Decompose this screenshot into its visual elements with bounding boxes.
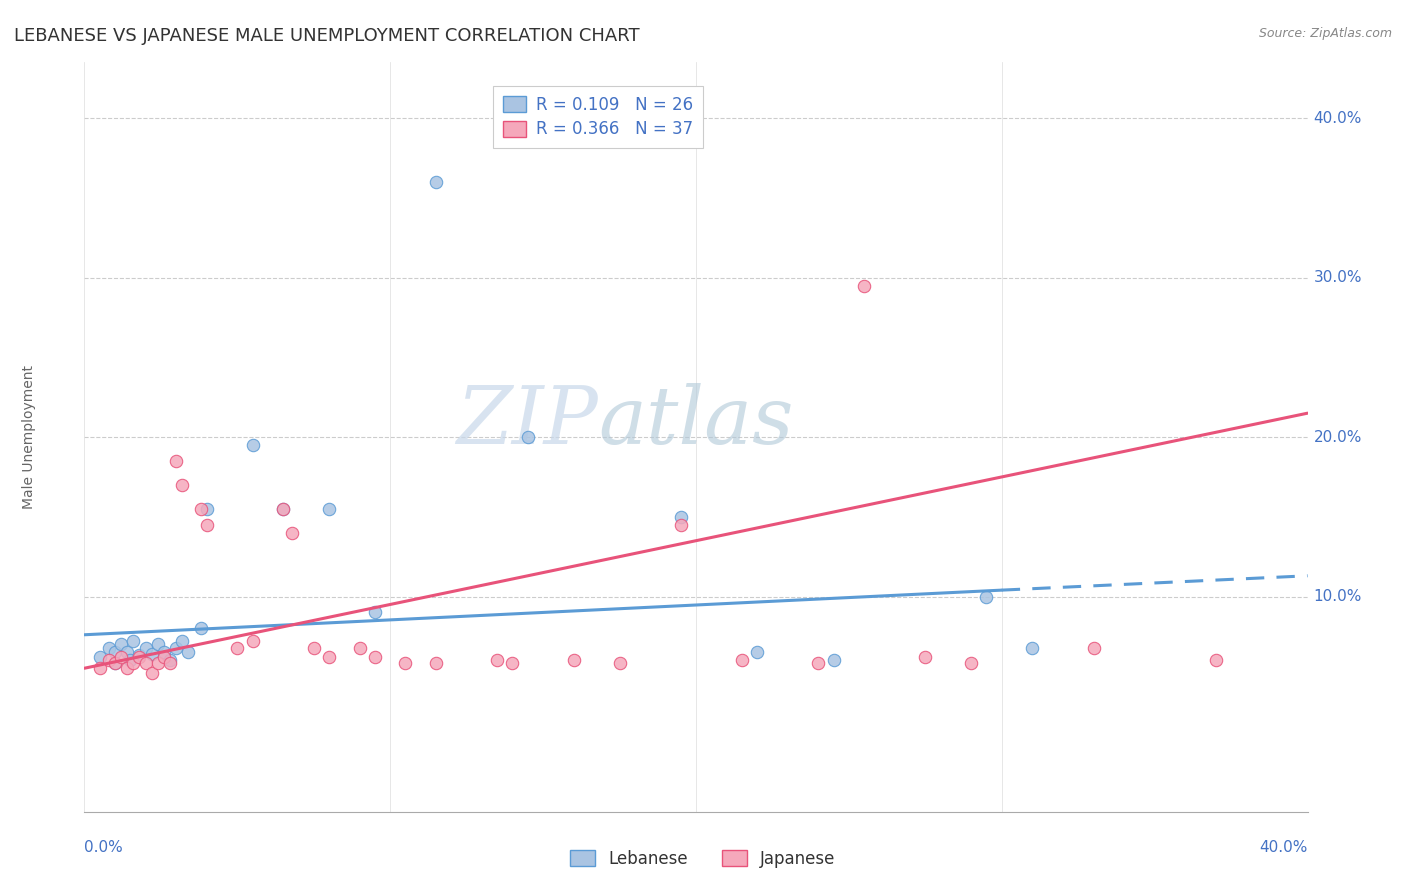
Point xyxy=(153,645,176,659)
Point xyxy=(318,650,340,665)
Point xyxy=(562,653,585,667)
Point xyxy=(349,640,371,655)
Point xyxy=(486,653,509,667)
Point xyxy=(172,634,194,648)
Point xyxy=(120,653,142,667)
Point xyxy=(135,657,157,671)
Point xyxy=(271,501,294,516)
Point xyxy=(104,657,127,671)
Point xyxy=(226,640,249,655)
Point xyxy=(115,661,138,675)
Point xyxy=(190,501,212,516)
Point xyxy=(135,640,157,655)
Text: 0.0%: 0.0% xyxy=(84,840,124,855)
Text: ZIP: ZIP xyxy=(457,384,598,461)
Point xyxy=(853,278,876,293)
Text: 10.0%: 10.0% xyxy=(1313,589,1362,604)
Point xyxy=(394,657,416,671)
Point xyxy=(731,653,754,667)
Point xyxy=(159,653,181,667)
Point xyxy=(89,661,111,675)
Text: LEBANESE VS JAPANESE MALE UNEMPLOYMENT CORRELATION CHART: LEBANESE VS JAPANESE MALE UNEMPLOYMENT C… xyxy=(14,27,640,45)
Point xyxy=(302,640,325,655)
Point xyxy=(141,666,163,681)
Point xyxy=(146,657,169,671)
Text: atlas: atlas xyxy=(598,384,793,461)
Point xyxy=(128,648,150,663)
Point xyxy=(823,653,845,667)
Point xyxy=(128,650,150,665)
Point xyxy=(516,430,538,444)
Point xyxy=(110,650,132,665)
Point xyxy=(97,640,120,655)
Point xyxy=(807,657,830,671)
Point xyxy=(122,657,145,671)
Point xyxy=(159,657,181,671)
Point xyxy=(669,509,692,524)
Point xyxy=(914,650,936,665)
Text: 40.0%: 40.0% xyxy=(1313,111,1362,126)
Legend: Lebanese, Japanese: Lebanese, Japanese xyxy=(564,844,842,875)
Point xyxy=(502,657,524,671)
Point xyxy=(104,657,127,671)
Point xyxy=(364,650,387,665)
Point xyxy=(141,647,163,661)
Point xyxy=(1205,653,1227,667)
Text: 20.0%: 20.0% xyxy=(1313,430,1362,444)
Point xyxy=(153,650,176,665)
Text: 30.0%: 30.0% xyxy=(1313,270,1362,285)
Point xyxy=(976,590,998,604)
Point xyxy=(146,637,169,651)
Point xyxy=(104,645,127,659)
Point xyxy=(89,650,111,665)
Point xyxy=(122,634,145,648)
Point xyxy=(669,517,692,532)
Point xyxy=(172,478,194,492)
Text: Source: ZipAtlas.com: Source: ZipAtlas.com xyxy=(1258,27,1392,40)
Point xyxy=(195,517,218,532)
Point xyxy=(242,438,264,452)
Point xyxy=(425,657,447,671)
Point xyxy=(165,454,187,468)
Point xyxy=(271,501,294,516)
Point xyxy=(960,657,983,671)
Text: 40.0%: 40.0% xyxy=(1260,840,1308,855)
Point xyxy=(747,645,769,659)
Point xyxy=(1021,640,1043,655)
Point xyxy=(177,645,200,659)
Point xyxy=(110,637,132,651)
Point xyxy=(115,645,138,659)
Point xyxy=(281,525,304,540)
Point xyxy=(1083,640,1105,655)
Legend: R = 0.109   N = 26, R = 0.366   N = 37: R = 0.109 N = 26, R = 0.366 N = 37 xyxy=(494,86,703,148)
Point xyxy=(190,621,212,635)
Point xyxy=(425,175,447,189)
Text: Male Unemployment: Male Unemployment xyxy=(22,365,37,509)
Point xyxy=(609,657,631,671)
Point xyxy=(165,640,187,655)
Point xyxy=(318,501,340,516)
Point xyxy=(97,653,120,667)
Point xyxy=(364,606,387,620)
Point xyxy=(195,501,218,516)
Point xyxy=(242,634,264,648)
